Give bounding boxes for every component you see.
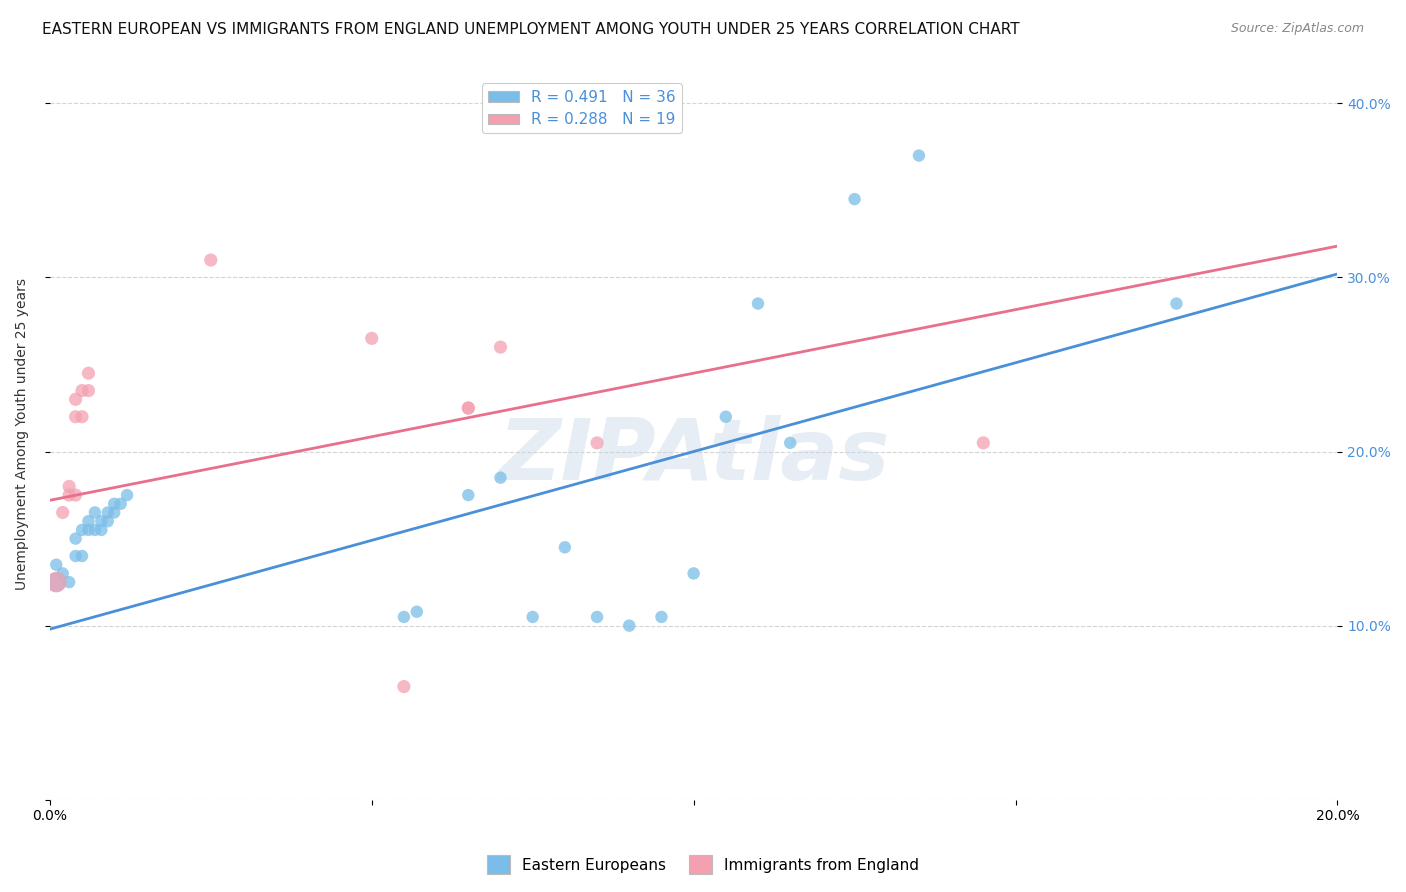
Point xyxy=(97,506,120,520)
Point xyxy=(58,488,80,502)
Point xyxy=(392,680,415,694)
Point xyxy=(70,409,93,424)
Point xyxy=(45,558,67,572)
Point xyxy=(45,575,67,590)
Point xyxy=(779,435,801,450)
Text: EASTERN EUROPEAN VS IMMIGRANTS FROM ENGLAND UNEMPLOYMENT AMONG YOUTH UNDER 25 YE: EASTERN EUROPEAN VS IMMIGRANTS FROM ENGL… xyxy=(42,22,1019,37)
Text: Source: ZipAtlas.com: Source: ZipAtlas.com xyxy=(1230,22,1364,36)
Point xyxy=(405,605,427,619)
Point xyxy=(844,192,866,206)
Point xyxy=(70,384,93,398)
Point xyxy=(1166,296,1188,310)
Point xyxy=(83,523,105,537)
Point xyxy=(103,497,125,511)
Point xyxy=(65,549,87,563)
Point xyxy=(457,401,479,415)
Text: ZIPAtlas: ZIPAtlas xyxy=(498,415,890,498)
Point xyxy=(714,409,737,424)
Point xyxy=(457,401,479,415)
Point xyxy=(110,497,132,511)
Point xyxy=(90,523,112,537)
Point xyxy=(457,488,479,502)
Point xyxy=(360,331,382,345)
Point xyxy=(70,549,93,563)
Point xyxy=(70,523,93,537)
Point xyxy=(65,392,87,407)
Point xyxy=(908,148,931,162)
Point xyxy=(58,575,80,590)
Point xyxy=(77,366,100,380)
Point xyxy=(52,566,75,581)
Point xyxy=(682,566,704,581)
Point xyxy=(747,296,769,310)
Point xyxy=(77,523,100,537)
Point xyxy=(77,384,100,398)
Point xyxy=(586,435,609,450)
Point xyxy=(97,514,120,528)
Point xyxy=(90,514,112,528)
Point xyxy=(619,618,641,632)
Point xyxy=(489,340,512,354)
Point xyxy=(650,610,672,624)
Legend: R = 0.491   N = 36, R = 0.288   N = 19: R = 0.491 N = 36, R = 0.288 N = 19 xyxy=(482,84,682,133)
Point xyxy=(103,506,125,520)
Point xyxy=(522,610,544,624)
Y-axis label: Unemployment Among Youth under 25 years: Unemployment Among Youth under 25 years xyxy=(15,278,30,591)
Point xyxy=(77,514,100,528)
Legend: Eastern Europeans, Immigrants from England: Eastern Europeans, Immigrants from Engla… xyxy=(481,849,925,880)
Point xyxy=(972,435,994,450)
Point xyxy=(65,409,87,424)
Point xyxy=(45,575,67,590)
Point xyxy=(65,532,87,546)
Point xyxy=(200,253,222,268)
Point xyxy=(586,610,609,624)
Point xyxy=(52,506,75,520)
Point xyxy=(83,506,105,520)
Point xyxy=(554,541,576,555)
Point xyxy=(392,610,415,624)
Point xyxy=(58,479,80,493)
Point xyxy=(115,488,138,502)
Point xyxy=(489,470,512,484)
Point xyxy=(65,488,87,502)
